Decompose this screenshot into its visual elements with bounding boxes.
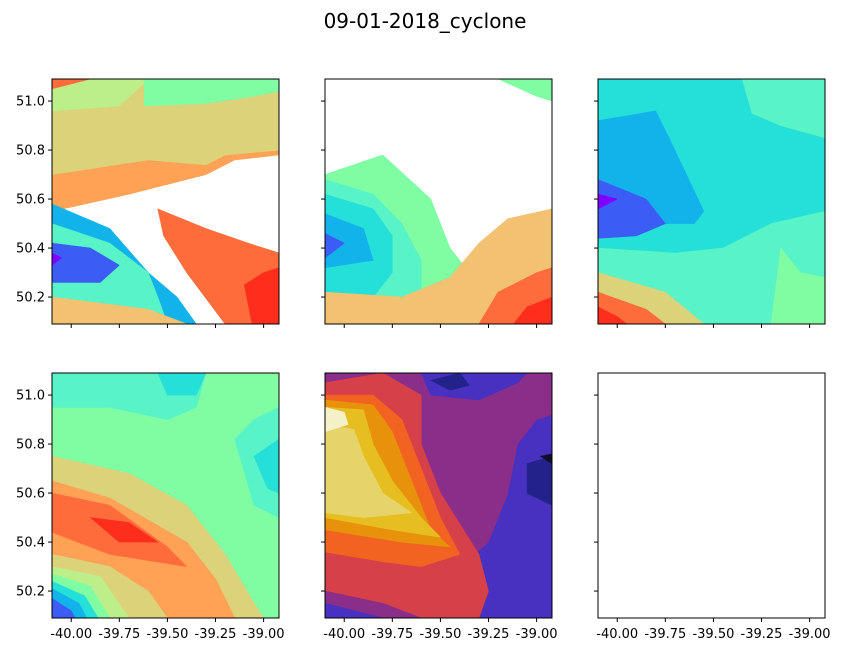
x-tick-label: -39.25	[468, 627, 510, 642]
x-tick-label: -39.50	[146, 627, 188, 642]
y-tick-label: 50.2	[16, 585, 45, 600]
x-tick-label: -39.00	[243, 627, 285, 642]
contour-region	[526, 455, 552, 506]
contour-region	[497, 79, 552, 102]
contour-region	[598, 179, 666, 239]
axes-frame	[51, 78, 280, 325]
contour-region	[430, 373, 470, 391]
axes-frame	[51, 372, 280, 619]
x-tick-label: -39.00	[516, 627, 558, 642]
axes-frame	[324, 78, 553, 325]
x-tick-label: -39.75	[371, 627, 413, 642]
contour-region	[598, 193, 618, 210]
contour-region	[90, 517, 159, 543]
contour-region	[253, 438, 279, 494]
contour-region	[325, 233, 345, 259]
y-tick-label: 50.4	[16, 536, 45, 551]
contour-region	[598, 306, 628, 324]
contour-region	[741, 79, 825, 139]
x-tick-label: -39.50	[419, 627, 461, 642]
subplot-r2c1: 50.2 50.4 50.6 50.8 51.0 -40.00 -39.75 -39.50 -3…	[16, 372, 285, 642]
subplot-r2c3: -40.00 -39.75 -39.50 -39.25 -39.00	[594, 372, 831, 642]
contour-field	[598, 79, 825, 324]
contour-region	[540, 453, 552, 465]
contour-region	[325, 602, 384, 618]
subplot-r1c2	[321, 78, 553, 328]
y-tick-label: 50.8	[16, 438, 45, 453]
y-tick-label: 50.2	[16, 291, 45, 306]
contour-field	[52, 79, 279, 324]
contour-region	[52, 598, 76, 618]
x-tick-label: -39.75	[644, 627, 686, 642]
contour-region	[52, 79, 91, 90]
contour-region	[52, 252, 62, 266]
y-tick-label: 51.0	[16, 389, 45, 404]
contour-region	[144, 79, 279, 107]
y-tick-label: 50.8	[16, 144, 45, 159]
contour-region	[770, 247, 825, 324]
contour-region	[325, 424, 412, 518]
x-tick-label: -39.75	[98, 627, 140, 642]
axes-frame	[324, 372, 553, 619]
contour-region	[325, 406, 349, 433]
contour-region	[52, 242, 120, 283]
figure-title: 09-01-2018_cyclone	[324, 9, 527, 33]
contour-field	[52, 373, 279, 618]
y-tick-label: 50.6	[16, 193, 45, 208]
subplot-r2c2: -40.00 -39.75 -39.50 -39.25 -39.00	[321, 372, 558, 642]
x-tick-label: -40.00	[596, 627, 638, 642]
contour-region	[52, 79, 149, 112]
x-tick-label: -39.25	[741, 627, 783, 642]
subplot-r1c3	[594, 78, 826, 328]
x-tick-label: -40.00	[50, 627, 92, 642]
x-tick-label: -39.25	[195, 627, 237, 642]
axes-frame	[597, 78, 826, 325]
contour-region	[52, 296, 187, 324]
contour-field	[325, 79, 552, 324]
y-tick-label: 51.0	[16, 95, 45, 110]
subplot-grid: 50.2 50.4 50.6 50.8 51.0 50.2 50.4 50.6 50.8 51.0…	[16, 78, 831, 642]
contour-region	[244, 267, 279, 324]
y-tick-label: 50.4	[16, 242, 45, 257]
axes-frame	[597, 372, 826, 619]
x-tick-label: -39.50	[692, 627, 734, 642]
x-tick-label: -40.00	[323, 627, 365, 642]
contour-region	[325, 208, 552, 324]
y-tick-label: 50.6	[16, 487, 45, 502]
x-tick-label: -39.00	[789, 627, 831, 642]
contour-field	[325, 373, 552, 618]
contour-region	[157, 373, 207, 396]
contour-region	[325, 213, 374, 269]
subplot-r1c1: 50.2 50.4 50.6 50.8 51.0	[16, 78, 280, 328]
contour-region	[513, 296, 552, 324]
